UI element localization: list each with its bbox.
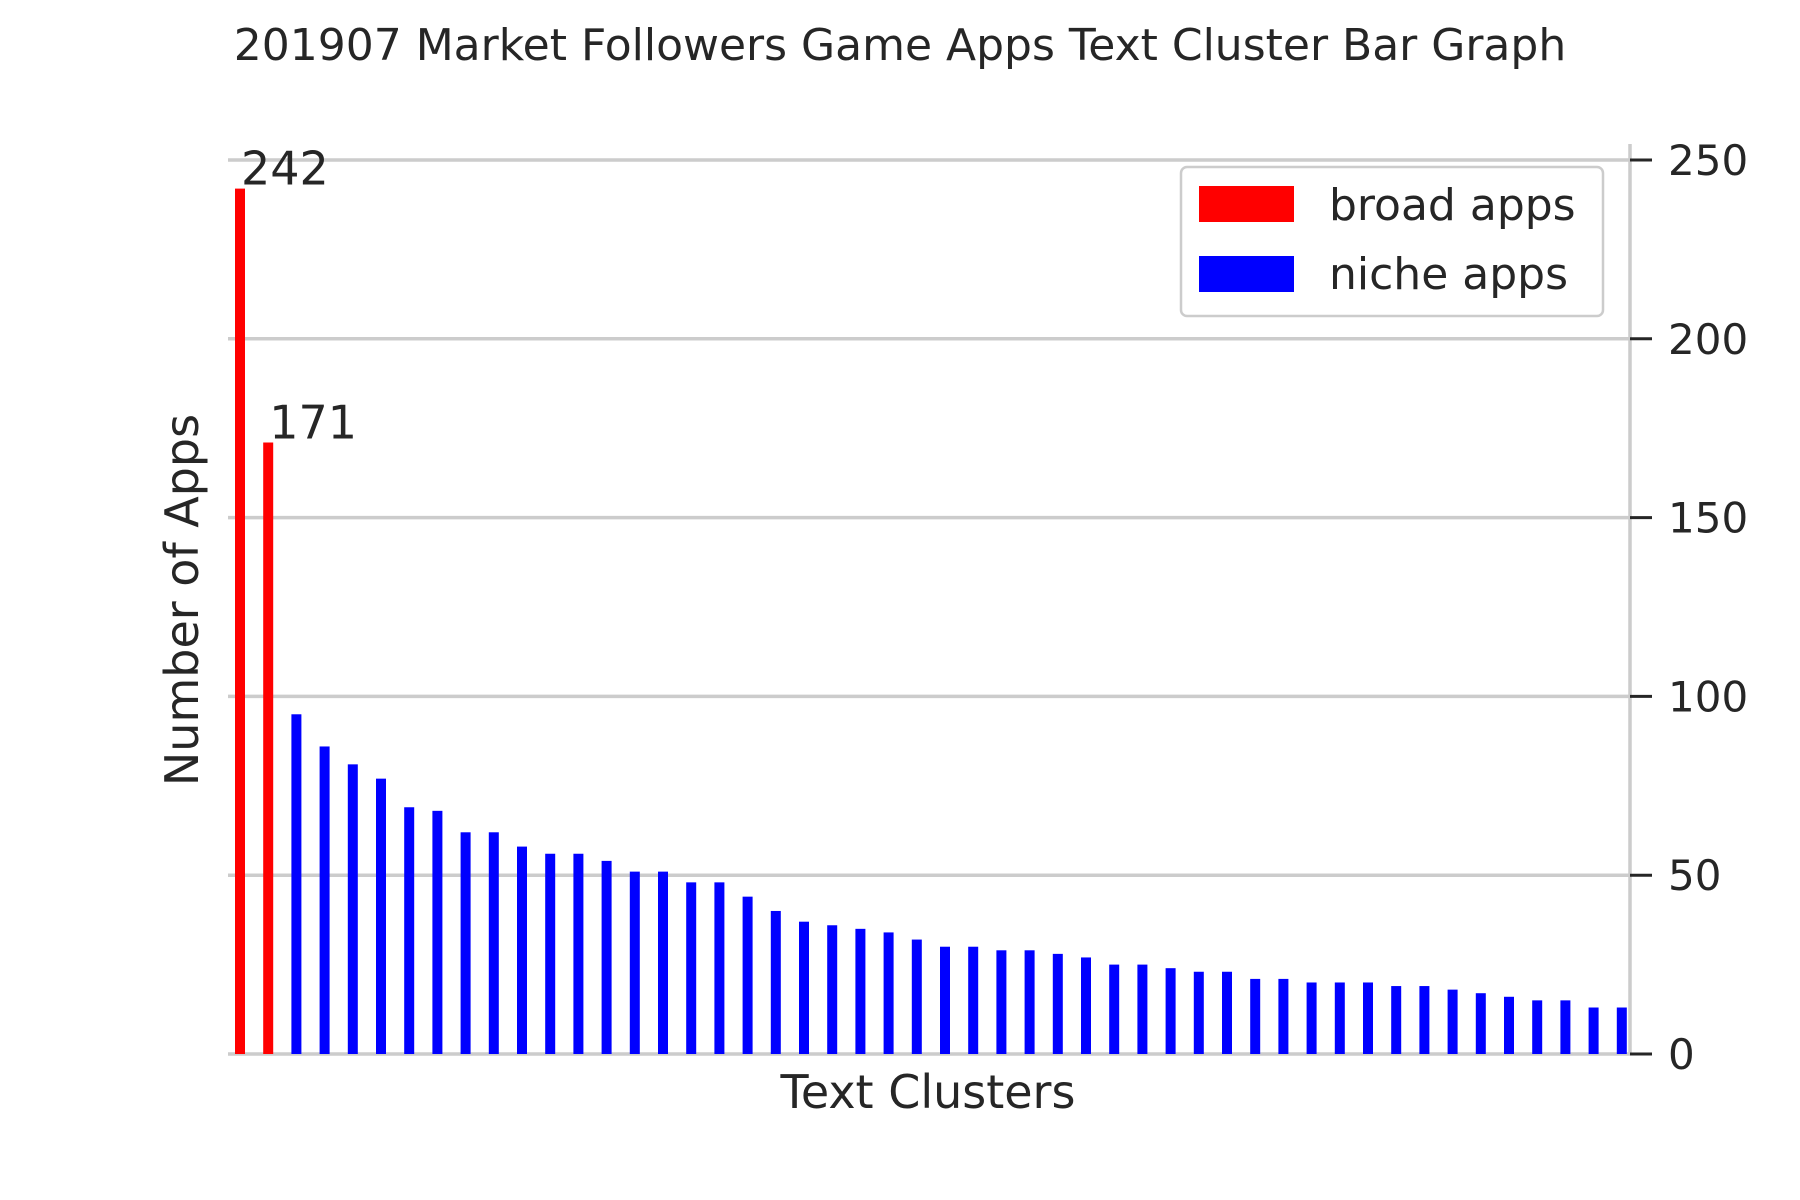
bar-niche-apps-31 — [1109, 964, 1120, 1054]
bar-niche-apps-45 — [1504, 996, 1514, 1054]
y-tick-label-2: 100 — [1668, 672, 1748, 721]
bar-niche-apps-46 — [1532, 1000, 1543, 1054]
bar-niche-apps-11 — [545, 853, 556, 1054]
bar-niche-apps-4 — [347, 764, 358, 1054]
bar-niche-apps-20 — [799, 921, 809, 1054]
bar-niche-apps-48 — [1588, 1007, 1599, 1054]
bar-niche-apps-36 — [1250, 978, 1261, 1054]
bar-niche-apps-6 — [404, 807, 415, 1054]
bar-niche-apps-33 — [1165, 968, 1176, 1054]
legend-swatch-niche-apps — [1199, 256, 1294, 292]
bar-niche-apps-43 — [1447, 989, 1458, 1054]
y-tick-label-3: 150 — [1668, 494, 1748, 543]
bar-niche-apps-3 — [319, 746, 330, 1054]
bar-niche-apps-49 — [1616, 1007, 1627, 1054]
bar-niche-apps-47 — [1560, 1000, 1571, 1054]
bar-niche-apps-12 — [573, 853, 584, 1054]
bar-niche-apps-30 — [1081, 957, 1091, 1054]
bar-niche-apps-38 — [1306, 982, 1317, 1054]
bar-niche-apps-28 — [1024, 950, 1035, 1054]
bar-niche-apps-15 — [658, 871, 668, 1054]
bar-niche-apps-16 — [686, 882, 697, 1054]
chart-title: 201907 Market Followers Game Apps Text C… — [234, 20, 1566, 71]
bar-niche-apps-44 — [1475, 993, 1486, 1054]
data-labels: 242 171 — [241, 142, 357, 450]
y-tick-label-5: 250 — [1668, 136, 1748, 185]
bar-broad-apps-0 — [235, 188, 245, 1054]
bar-niche-apps-14 — [629, 871, 640, 1054]
x-axis-label: Text Clusters — [780, 1065, 1076, 1119]
legend-swatch-broad-apps — [1199, 186, 1294, 222]
bar-niche-apps-42 — [1419, 986, 1430, 1054]
y-axis-label: Number of Apps — [155, 414, 209, 786]
bar-niche-apps-9 — [488, 832, 499, 1054]
y-tick-label-4: 200 — [1668, 315, 1748, 364]
bar-niche-apps-29 — [1052, 953, 1063, 1054]
y-tick-label-1: 50 — [1668, 851, 1721, 900]
bar-niche-apps-32 — [1137, 964, 1148, 1054]
y-axis-right: 0 50 100 150 200 250 — [1628, 136, 1748, 1079]
bar-niche-apps-40 — [1363, 982, 1373, 1054]
bar-niche-apps-8 — [460, 832, 471, 1054]
bar-niche-apps-34 — [1193, 971, 1204, 1054]
data-label-0: 242 — [241, 142, 329, 196]
bar-niche-apps-26 — [968, 946, 979, 1054]
bar-niche-apps-39 — [1334, 982, 1345, 1054]
bar-niche-apps-24 — [911, 939, 922, 1054]
bar-niche-apps-10 — [517, 846, 527, 1054]
bars — [235, 188, 1627, 1054]
bar-niche-apps-21 — [827, 925, 838, 1054]
bar-niche-apps-37 — [1278, 978, 1289, 1054]
legend: broad apps niche apps — [1179, 165, 1605, 318]
bar-niche-apps-27 — [996, 950, 1007, 1054]
bar-broad-apps-1 — [263, 442, 274, 1054]
bar-niche-apps-18 — [742, 896, 753, 1054]
data-label-1: 171 — [269, 396, 357, 450]
bar-niche-apps-13 — [601, 860, 612, 1054]
bar-niche-apps-25 — [940, 946, 950, 1054]
bar-niche-apps-17 — [714, 882, 725, 1054]
legend-label-broad-apps: broad apps — [1329, 180, 1576, 231]
bar-niche-apps-2 — [291, 714, 302, 1054]
bar-niche-apps-35 — [1222, 971, 1232, 1054]
y-tick-label-0: 0 — [1668, 1030, 1695, 1079]
bar-niche-apps-19 — [770, 910, 781, 1054]
legend-label-niche-apps: niche apps — [1329, 249, 1568, 300]
bar-niche-apps-23 — [883, 932, 894, 1054]
bar-niche-apps-41 — [1391, 986, 1402, 1054]
bar-niche-apps-22 — [855, 928, 866, 1054]
bar-niche-apps-7 — [432, 810, 443, 1054]
bar-niche-apps-5 — [376, 778, 386, 1054]
